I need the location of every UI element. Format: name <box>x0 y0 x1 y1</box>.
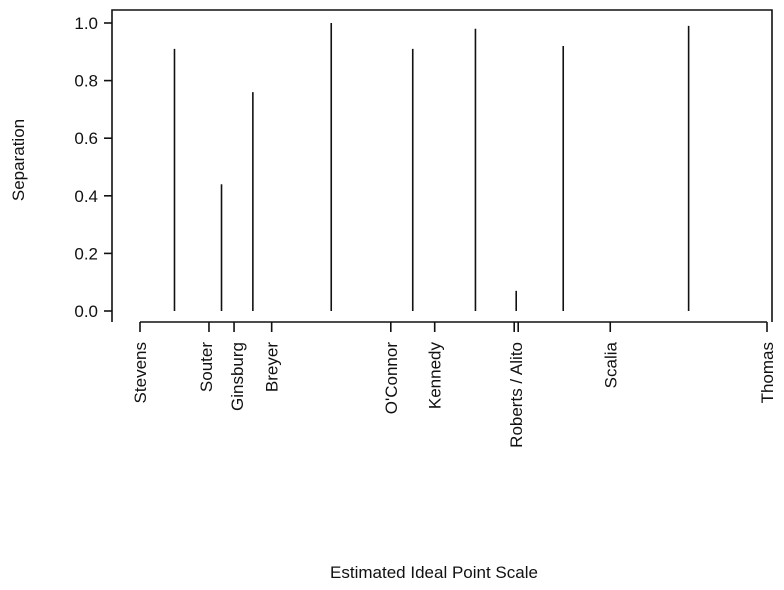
y-tick-label: 1.0 <box>74 14 98 33</box>
justice-label: Roberts / Alito <box>507 342 526 448</box>
y-tick-label: 0.0 <box>74 302 98 321</box>
y-tick-label: 0.4 <box>74 187 98 206</box>
y-axis-label: Separation <box>9 119 28 201</box>
y-tick-label: 0.6 <box>74 129 98 148</box>
y-tick-label: 0.2 <box>74 244 98 263</box>
justice-label: Souter <box>197 342 216 392</box>
justice-label: Stevens <box>131 342 150 403</box>
x-axis: Stevens Souter Ginsburg Breyer O'Connor Kenne… <box>131 321 777 448</box>
y-axis: 0.0 0.2 0.4 0.6 0.8 1.0 <box>74 14 112 321</box>
justice-label: O'Connor <box>382 342 401 415</box>
x-axis-label: Estimated Ideal Point Scale <box>330 563 538 582</box>
justice-label: Breyer <box>263 342 282 392</box>
separation-spikes <box>173 23 690 311</box>
justice-label: Scalia <box>601 341 620 388</box>
justice-label: Ginsburg <box>228 342 247 411</box>
plot-border <box>111 9 773 322</box>
justice-label: Kennedy <box>426 342 445 410</box>
y-tick-label: 0.8 <box>74 72 98 91</box>
justice-label: Thomas <box>758 342 777 403</box>
plot-frame <box>111 9 773 322</box>
